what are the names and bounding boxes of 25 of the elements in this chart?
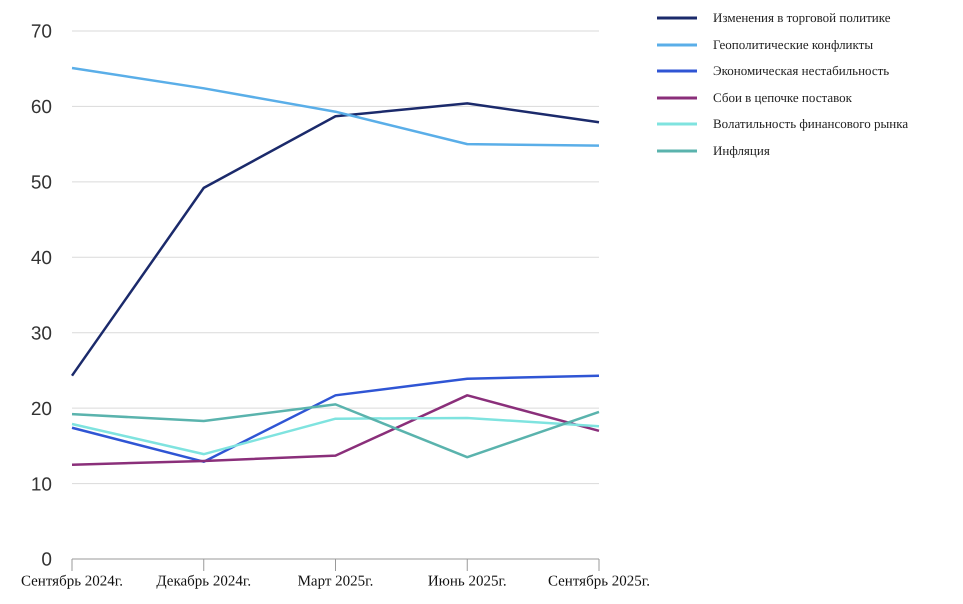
y-tick-label: 50 <box>30 172 52 194</box>
line-series <box>70 374 600 463</box>
line-series <box>70 394 600 466</box>
x-tick-label: Сентябрь 2024г. <box>20 574 124 590</box>
y-tick-label: 40 <box>30 248 52 270</box>
line-series <box>70 403 600 458</box>
x-tick-label: Сентябрь 2025г. <box>548 574 650 590</box>
line-series <box>70 416 600 456</box>
legend-label: Сбои в цепочке поставок <box>713 90 852 106</box>
y-tick-label: 70 <box>30 22 52 43</box>
y-tick-label: 30 <box>30 323 52 344</box>
x-tick-label: Июнь 2025г. <box>428 574 507 590</box>
legend-label: Волатильность финансового рынка <box>713 116 908 132</box>
legend-label: Геополитические конфликты <box>713 36 874 53</box>
legend-label: Экономическая нестабильность <box>713 63 890 80</box>
line-series <box>70 66 600 147</box>
x-tick-label: Март 2025г. <box>298 574 374 590</box>
y-tick-label: 0 <box>41 550 52 571</box>
y-tick-label: 20 <box>30 398 52 420</box>
legend-label: Инфляция <box>713 142 770 159</box>
y-tick-label: 10 <box>30 474 52 496</box>
y-tick-label: 60 <box>30 97 52 118</box>
line-series <box>70 102 600 377</box>
legend-label: Изменения в торговой политике <box>713 10 890 26</box>
x-tick-label: Декабрь 2024г. <box>156 574 252 590</box>
